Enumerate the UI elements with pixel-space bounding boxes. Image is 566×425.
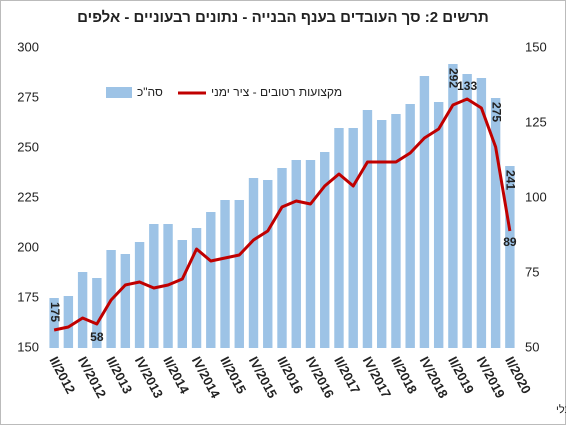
bar (291, 160, 301, 348)
bar (376, 120, 387, 348)
bar (505, 166, 515, 348)
bar (220, 200, 230, 348)
bar (263, 180, 273, 348)
legend-label: סה"כ (137, 85, 163, 99)
y-tick-label: 175 (17, 289, 39, 304)
bar (362, 110, 373, 348)
y2-tick-label: 150 (525, 39, 547, 54)
y-tick-label: 275 (17, 89, 39, 104)
data-label: 241 (504, 170, 518, 190)
bar (49, 298, 59, 348)
bar (77, 272, 88, 348)
bar (476, 78, 487, 348)
bar (405, 104, 415, 348)
bar (490, 98, 501, 348)
bar (234, 200, 244, 348)
y-tick-label: 300 (17, 39, 39, 54)
bar (305, 160, 316, 348)
bar (348, 128, 358, 348)
bar (191, 228, 202, 348)
y2-tick-label: 100 (525, 189, 547, 204)
y-tick-label: 200 (17, 239, 39, 254)
bar (92, 278, 102, 348)
bar (134, 242, 145, 348)
data-label: 175 (48, 302, 62, 322)
y-tick-label: 250 (17, 139, 39, 154)
legend-label: מקצועות רטובים - ציר ימני (211, 85, 342, 99)
bar (177, 240, 188, 348)
y2-tick-label: 50 (525, 339, 539, 354)
bar (120, 254, 131, 348)
bar (433, 102, 444, 348)
bar (419, 76, 430, 348)
source: מקור: למ"ס, רשות האוכלוסין וההגירה, ועיב… (556, 403, 566, 416)
y-tick-label: 225 (17, 189, 39, 204)
y-tick-label: 150 (17, 339, 39, 354)
data-label: 58 (90, 330, 104, 344)
bar (320, 152, 330, 348)
bar (448, 64, 458, 348)
line (53, 97, 512, 332)
y2-tick-label: 125 (525, 114, 547, 129)
bar (462, 74, 472, 348)
data-label: 133 (457, 79, 477, 93)
bar (248, 178, 259, 348)
data-label: 292 (447, 68, 461, 88)
data-label: 275 (489, 102, 503, 122)
bar (391, 114, 401, 348)
legend-swatch (106, 87, 132, 98)
bar (334, 128, 344, 348)
chart-title: תרשים 2: סך העובדים בענף הבנייה - נתונים… (77, 9, 489, 26)
bar (277, 168, 287, 348)
data-label: 89 (503, 235, 517, 249)
bar (149, 224, 159, 348)
bar (206, 212, 216, 348)
y2-tick-label: 75 (525, 264, 539, 279)
bar (63, 296, 74, 348)
